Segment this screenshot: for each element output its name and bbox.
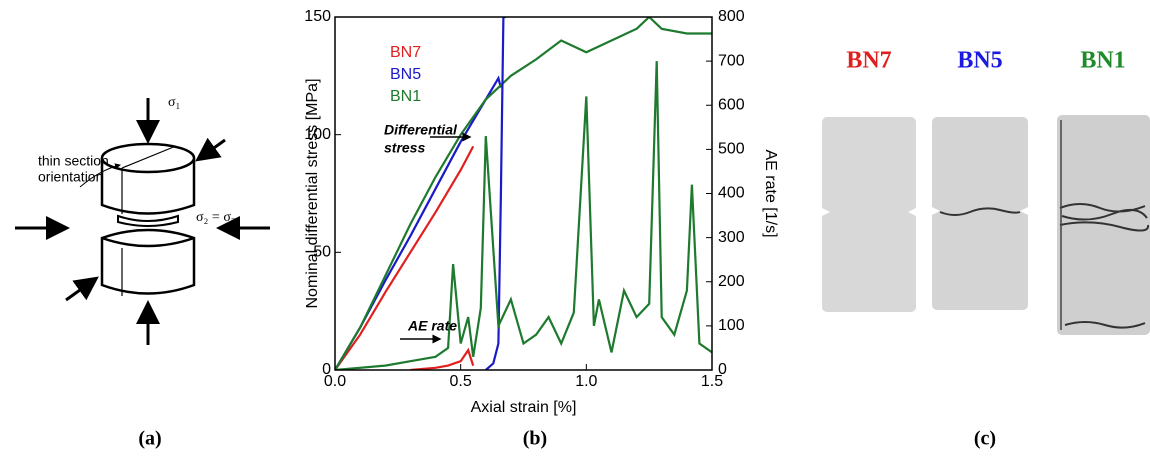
x-axis-title: Axial strain [%] <box>471 399 577 416</box>
x-tick-label: 1.5 <box>701 373 723 390</box>
image-label: BN5 <box>957 48 1002 74</box>
y-tick-label: 100 <box>304 126 331 143</box>
y2-tick-label: 600 <box>718 96 745 113</box>
series-line <box>335 17 712 370</box>
y-tick-label: 0 <box>322 361 331 378</box>
legend-entry: BN7 <box>390 44 421 61</box>
y2-tick-label: 700 <box>718 52 745 69</box>
y2-tick-label: 400 <box>718 185 745 202</box>
series-line <box>335 145 475 370</box>
specimen-images <box>822 115 1150 335</box>
series-line <box>410 347 475 370</box>
y-axis-title: Nominal differential stress [MPa] <box>304 78 321 308</box>
image-label: BN7 <box>846 48 891 74</box>
y-tick-label: 50 <box>313 244 331 261</box>
image-label: BN1 <box>1080 48 1125 74</box>
y2-tick-label: 500 <box>718 141 745 158</box>
x-tick-label: 0.5 <box>450 373 472 390</box>
y2-axis-title: AE rate [1/s] <box>762 149 779 237</box>
orientation-label: orientation <box>38 169 103 185</box>
orientation-label: thin section <box>38 153 109 169</box>
y2-tick-label: 800 <box>718 8 745 25</box>
series-line <box>335 61 712 370</box>
specimen-diagram <box>79 142 196 296</box>
panel-label: (c) <box>974 428 996 450</box>
force-label: σ₁ <box>168 95 180 110</box>
annotation: AE rate <box>407 318 457 334</box>
force-label: σ₂ = σ₃ <box>196 210 236 225</box>
x-tick-label: 1.0 <box>575 373 597 390</box>
x-tick-label: 0.0 <box>324 373 346 390</box>
legend-entry: BN5 <box>390 66 421 83</box>
panel-label: (b) <box>523 428 547 450</box>
y2-tick-label: 0 <box>718 361 727 378</box>
force-arrows <box>15 98 270 345</box>
legend-entry: BN1 <box>390 88 421 105</box>
annotation: stress <box>384 140 425 156</box>
annotation: Differential <box>384 122 458 138</box>
y-tick-label: 150 <box>304 8 331 25</box>
series-line <box>485 17 506 370</box>
y2-tick-label: 300 <box>718 229 745 246</box>
panel-label: (a) <box>138 428 161 450</box>
y2-tick-label: 100 <box>718 317 745 334</box>
y2-tick-label: 200 <box>718 273 745 290</box>
